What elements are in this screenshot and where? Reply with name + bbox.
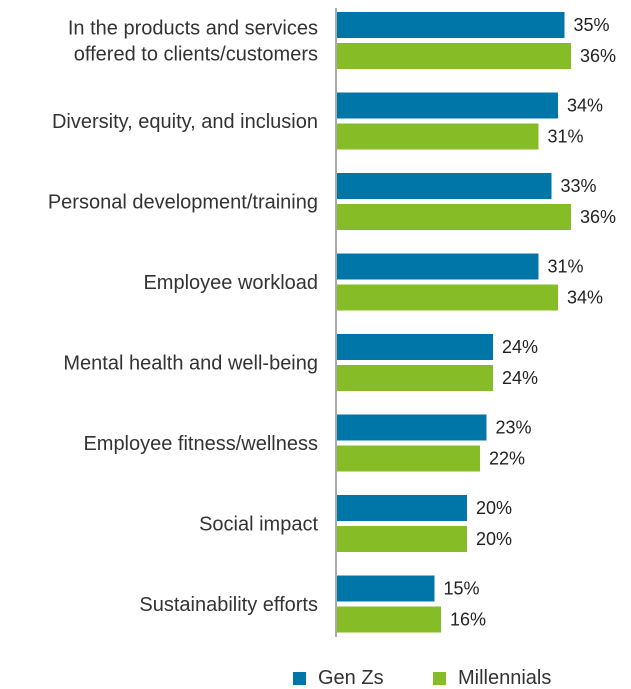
category-label-line: Employee fitness/wellness: [83, 433, 318, 455]
bar-gen-zs: [337, 334, 493, 360]
category-label-line: Social impact: [199, 514, 318, 536]
category-label: Employee workload: [143, 272, 318, 294]
bar-gen-zs: [337, 92, 558, 119]
category-label-line: Sustainability efforts: [139, 594, 318, 616]
category-label: Sustainability efforts: [139, 594, 318, 616]
category-label-line: offered to clients/customers: [74, 44, 318, 66]
value-label: 36%: [580, 207, 616, 227]
bar-millennials: [337, 445, 480, 472]
value-label: 34%: [567, 288, 603, 308]
bar-millennials: [337, 43, 571, 69]
bar-gen-zs: [337, 173, 552, 199]
bar-millennials: [337, 526, 467, 552]
value-label: 34%: [567, 96, 603, 116]
bar-gen-zs: [337, 414, 487, 441]
category-label: Diversity, equity, and inclusion: [52, 111, 318, 133]
value-label: 23%: [496, 418, 532, 438]
value-label: 31%: [548, 257, 584, 277]
value-label: 22%: [489, 449, 525, 469]
value-label: 16%: [450, 610, 486, 630]
category-label-line: Personal development/training: [48, 192, 318, 214]
bar-millennials: [337, 204, 571, 230]
value-label: 33%: [561, 176, 597, 196]
category-label-line: Diversity, equity, and inclusion: [52, 111, 318, 133]
value-label: 35%: [574, 15, 610, 35]
value-labels: 35% 36% 34% 31% 33% 36% 31% 34% 24% 24% 23% 22% 20% 2…: [444, 15, 617, 630]
category-label-line: Mental health and well-being: [63, 353, 318, 375]
bar-millennials: [337, 284, 558, 311]
value-label: 15%: [444, 579, 480, 599]
category-label: In the products and services offered to c…: [68, 18, 318, 66]
bar-millennials: [337, 365, 493, 391]
value-label: 31%: [548, 127, 584, 147]
bar-millennials: [337, 123, 539, 150]
bar-gen-zs: [337, 575, 435, 602]
category-label: Mental health and well-being: [63, 353, 318, 375]
category-label: Social impact: [199, 514, 318, 536]
bar-gen-zs: [337, 12, 565, 38]
bar-millennials: [337, 606, 441, 633]
value-label: 20%: [476, 529, 512, 549]
category-label: Employee fitness/wellness: [83, 433, 318, 455]
category-labels: In the products and services offered to c…: [48, 18, 319, 617]
bar-gen-zs: [337, 253, 539, 280]
value-label: 20%: [476, 498, 512, 518]
value-label: 24%: [502, 368, 538, 388]
value-label: 36%: [580, 46, 616, 66]
category-label-line: Employee workload: [143, 272, 318, 294]
bars: [337, 12, 571, 633]
value-label: 24%: [502, 337, 538, 357]
category-label: Personal development/training: [48, 192, 318, 214]
category-label-line: In the products and services: [68, 18, 318, 40]
bar-gen-zs: [337, 495, 467, 521]
